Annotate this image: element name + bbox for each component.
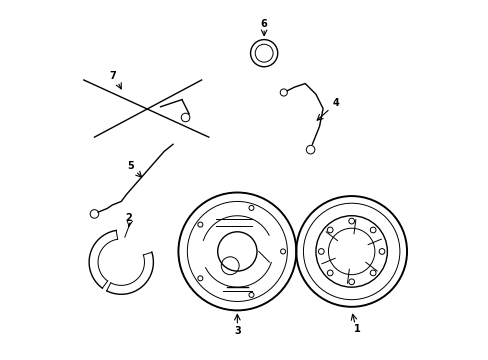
Text: 4: 4	[331, 98, 338, 108]
Text: 3: 3	[233, 326, 240, 336]
Text: 7: 7	[109, 71, 116, 81]
Text: 6: 6	[260, 19, 267, 29]
Text: 2: 2	[125, 212, 131, 222]
Text: 1: 1	[353, 324, 360, 334]
Text: 5: 5	[127, 161, 134, 171]
